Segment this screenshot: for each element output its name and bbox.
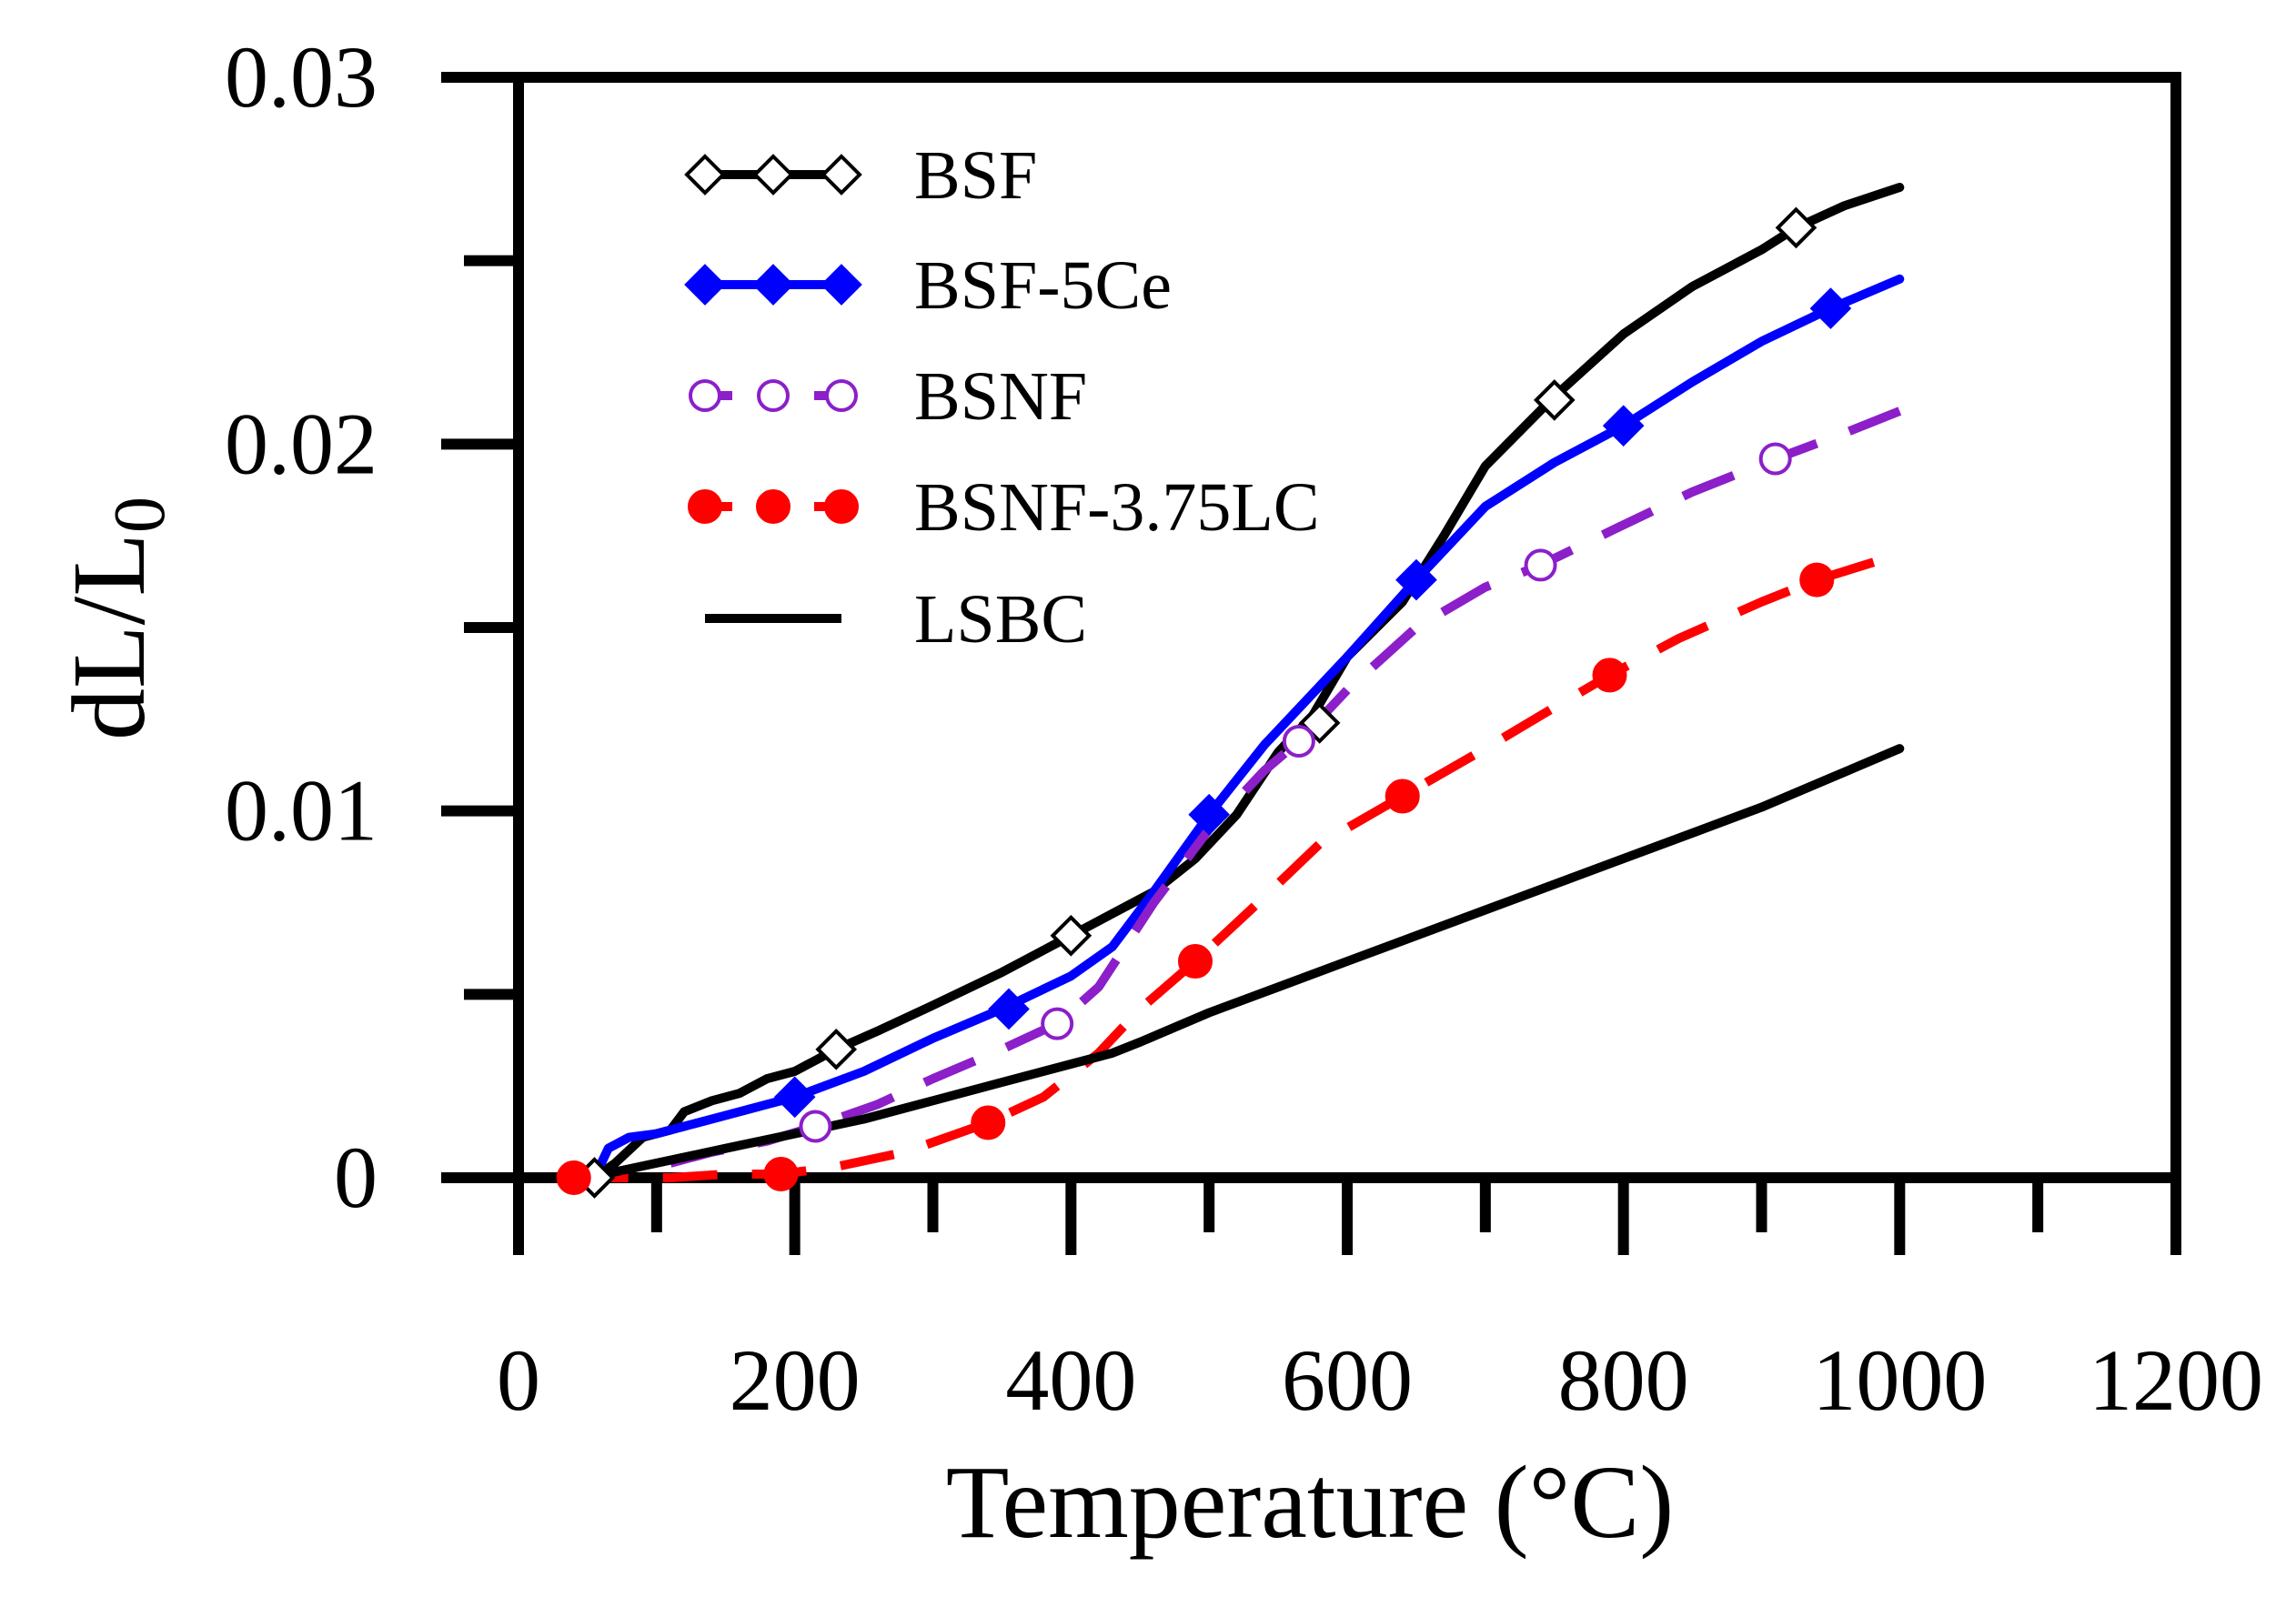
legend-marker-bsnf: [825, 379, 858, 412]
data-marker-bsnf: [1282, 725, 1315, 758]
data-marker-bsf-5ce: [773, 1076, 816, 1119]
series-line-bsf: [589, 183, 1905, 1182]
series-line-bsnf-3-75lc: [573, 549, 1901, 1182]
y-tick-label: 0.03: [225, 28, 378, 126]
legend: BSF BSF-5Ce BSNF BSNF-3.75LC LSBC: [684, 137, 1320, 658]
x-axis-title: Temperature (°C): [946, 1444, 1674, 1560]
legend-label-bsnf-3-75lc: BSNF-3.75LC: [914, 469, 1320, 546]
data-marker-bsnf-3-75lc: [763, 1156, 799, 1191]
x-tick-label: 800: [1558, 1331, 1689, 1429]
legend-marker-bsf-5ce: [821, 264, 862, 306]
plot-frame: [513, 72, 2181, 1183]
legend-label-bsf: BSF: [914, 137, 1037, 214]
plot-border: [513, 72, 2181, 1183]
data-marker-bsnf: [1041, 1007, 1074, 1040]
y-axis-title: dL/L0: [51, 497, 180, 740]
legend-marker-bsf: [684, 154, 726, 196]
x-tick-label: 1000: [1812, 1331, 1987, 1429]
y-tick-label: 0.01: [225, 762, 378, 859]
data-marker-bsf-5ce: [988, 988, 1030, 1030]
legend-marker-bsf-5ce: [684, 264, 726, 306]
y-tick-label: 0: [334, 1129, 378, 1226]
data-marker-bsf: [815, 1029, 858, 1070]
x-tick-label: 1200: [2089, 1331, 2263, 1429]
series-line-lsbc: [582, 744, 1905, 1182]
data-marker-bsnf-3-75lc: [1385, 778, 1420, 814]
series-layer: [573, 183, 1905, 1182]
data-marker-bsnf-3-75lc: [1592, 658, 1627, 693]
y-axis-title-subscript: 0: [100, 497, 180, 533]
legend-marker-bsnf: [757, 379, 790, 412]
legend-marker-bsf-5ce: [752, 264, 794, 306]
y-axis-title-main: dL/L: [51, 533, 166, 740]
axis-ticks: [441, 72, 2181, 1255]
legend-marker-bsf: [821, 154, 862, 196]
x-tick-label: 0: [497, 1331, 540, 1429]
data-marker-bsnf-3-75lc: [1177, 944, 1213, 979]
markers-layer: [556, 206, 1852, 1199]
x-tick-label: 200: [730, 1331, 861, 1429]
series-line-bsf-5ce: [589, 274, 1905, 1182]
data-marker-bsnf-3-75lc: [1799, 562, 1835, 598]
data-marker-bsf-5ce: [1395, 558, 1437, 601]
data-marker-bsf: [1533, 379, 1576, 421]
x-tick-label: 400: [1005, 1331, 1136, 1429]
legend-label-bsf-5ce: BSF-5Ce: [914, 247, 1172, 324]
data-marker-bsnf-3-75lc: [971, 1105, 1006, 1140]
legend-label-bsnf: BSNF: [914, 358, 1087, 435]
data-marker-bsnf: [1758, 442, 1792, 476]
y-tick-label: 0.02: [225, 395, 378, 492]
data-marker-bsnf-3-75lc: [556, 1160, 591, 1195]
legend-marker-bsnf: [689, 379, 721, 412]
data-marker-bsnf: [1524, 548, 1557, 582]
data-marker-bsf: [1775, 206, 1818, 249]
legend-marker-bsnf-3-75lc: [756, 489, 791, 524]
data-marker-bsf: [1298, 702, 1341, 744]
x-tick-label: 600: [1282, 1331, 1413, 1429]
legend-marker-bsnf-3-75lc: [688, 489, 722, 524]
legend-marker-bsnf-3-75lc: [824, 489, 859, 524]
data-marker-bsnf: [799, 1110, 832, 1143]
tick-labels: 0 200 400 600 800 1000 1200 0 0.01 0.02 0.03: [225, 28, 2263, 1429]
data-marker-bsf-5ce: [1809, 287, 1852, 329]
data-marker-bsf: [1050, 914, 1093, 957]
data-marker-bsf-5ce: [1188, 793, 1230, 836]
data-marker-bsf-5ce: [1602, 405, 1645, 447]
legend-label-lsbc: LSBC: [914, 581, 1087, 658]
legend-marker-bsf: [752, 154, 794, 196]
series-line-bsnf: [669, 407, 1902, 1168]
